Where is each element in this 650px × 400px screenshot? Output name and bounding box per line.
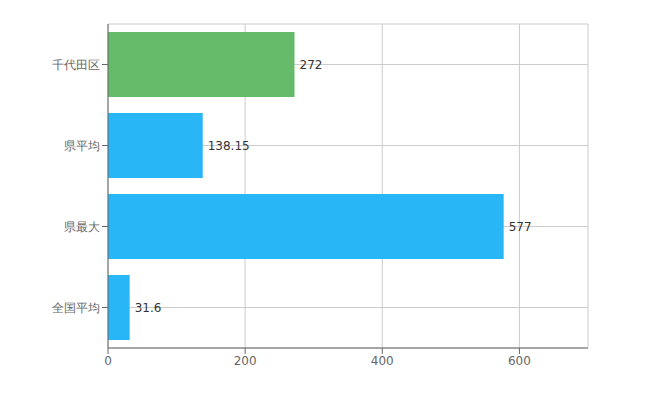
svg-text:600: 600 xyxy=(508,354,531,368)
svg-text:県最大: 県最大 xyxy=(64,220,100,234)
svg-text:200: 200 xyxy=(234,354,257,368)
svg-text:138.15: 138.15 xyxy=(208,139,250,153)
svg-text:0: 0 xyxy=(104,354,112,368)
svg-text:千代田区: 千代田区 xyxy=(52,58,100,72)
svg-text:県平均: 県平均 xyxy=(64,139,100,153)
svg-text:272: 272 xyxy=(300,58,323,72)
svg-text:31.6: 31.6 xyxy=(135,301,162,315)
svg-text:577: 577 xyxy=(509,220,532,234)
svg-text:全国平均: 全国平均 xyxy=(52,301,100,315)
svg-text:400: 400 xyxy=(371,354,394,368)
